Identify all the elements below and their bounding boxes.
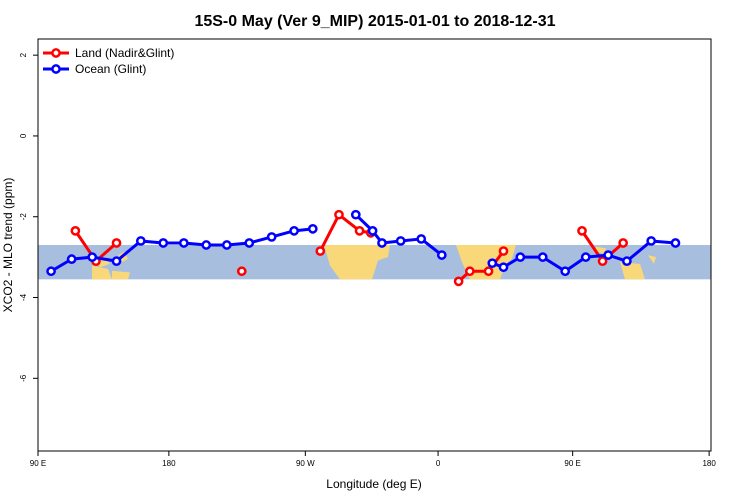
legend-swatch-point: [51, 64, 61, 74]
data-point: [498, 246, 509, 256]
data-point: [670, 238, 681, 248]
y-tick-label: -6: [19, 374, 28, 382]
data-point: [289, 226, 299, 236]
x-tick-label: 180: [702, 459, 716, 468]
data-point: [236, 266, 247, 277]
data-point: [603, 250, 614, 260]
data-point: [354, 226, 365, 236]
data-point: [66, 254, 77, 264]
data-point: [350, 209, 361, 220]
data-point: [395, 236, 406, 246]
data-point: [483, 266, 494, 277]
data-point: [158, 238, 169, 248]
data-point: [266, 232, 277, 242]
data-point: [464, 266, 475, 277]
legend: Land (Nadir&Glint) Ocean (Glint): [43, 46, 174, 76]
data-point: [577, 226, 587, 236]
data-point: [580, 252, 591, 262]
data-point: [87, 252, 98, 262]
data-point: [244, 238, 255, 248]
data-point: [436, 250, 447, 260]
data-point: [537, 252, 548, 262]
series-ocean: [46, 209, 681, 277]
chart-title: 15S-0 May (Ver 9_MIP) 2015-01-01 to 2018…: [194, 13, 555, 30]
x-axis-label: Longitude (deg E): [326, 477, 421, 491]
y-tick-label: -4: [19, 293, 28, 301]
x-tick-label: 180: [162, 459, 176, 468]
data-point: [111, 238, 122, 248]
data-point: [487, 258, 498, 269]
legend-swatch-point: [51, 48, 61, 58]
data-point: [618, 238, 628, 248]
land-shape: [92, 265, 112, 280]
data-point: [307, 223, 318, 234]
legend-label: Land (Nadir&Glint): [75, 46, 174, 60]
data-point: [46, 266, 56, 277]
data-point: [453, 276, 464, 287]
land-shape: [620, 262, 645, 280]
land-shape: [648, 255, 656, 264]
y-tick-label: 2: [19, 52, 28, 57]
data-point: [111, 256, 122, 267]
plot-frame: [37, 38, 712, 452]
x-tick-label: 90 E: [564, 459, 580, 468]
x-tick-label: 0: [436, 459, 441, 468]
x-tick-label: 90 E: [30, 459, 46, 468]
x-tick-label: 90 W: [296, 459, 315, 468]
data-point: [221, 240, 232, 250]
y-tick-label: -2: [19, 213, 28, 221]
data-point: [178, 238, 189, 248]
series-line: [491, 239, 676, 273]
data-point: [367, 226, 378, 236]
land-shape: [324, 245, 390, 280]
data-point: [201, 240, 212, 250]
data-point: [646, 236, 657, 246]
land-shape: [112, 270, 130, 280]
data-point: [315, 246, 326, 256]
series-line: [318, 213, 372, 252]
y-axis: 2 0 -2 -4 -6: [19, 52, 38, 382]
data-point: [377, 238, 387, 248]
land-shape: [596, 246, 606, 254]
map-band: [38, 245, 711, 280]
x-axis: 90 E 180 90 W 0 90 E 180: [30, 451, 716, 468]
data-point: [622, 256, 632, 267]
data-point: [498, 262, 509, 273]
data-point: [135, 236, 146, 246]
data-point: [560, 266, 571, 277]
y-axis-label: XCO2 - MLO trend (ppm): [1, 178, 15, 313]
data-point: [334, 209, 344, 220]
data-point: [416, 234, 427, 244]
y-tick-label: 0: [19, 133, 28, 138]
series-layer: [46, 209, 681, 287]
legend-label: Ocean (Glint): [75, 62, 146, 76]
data-point: [70, 226, 81, 236]
data-point: [597, 256, 608, 267]
data-point: [515, 252, 526, 262]
